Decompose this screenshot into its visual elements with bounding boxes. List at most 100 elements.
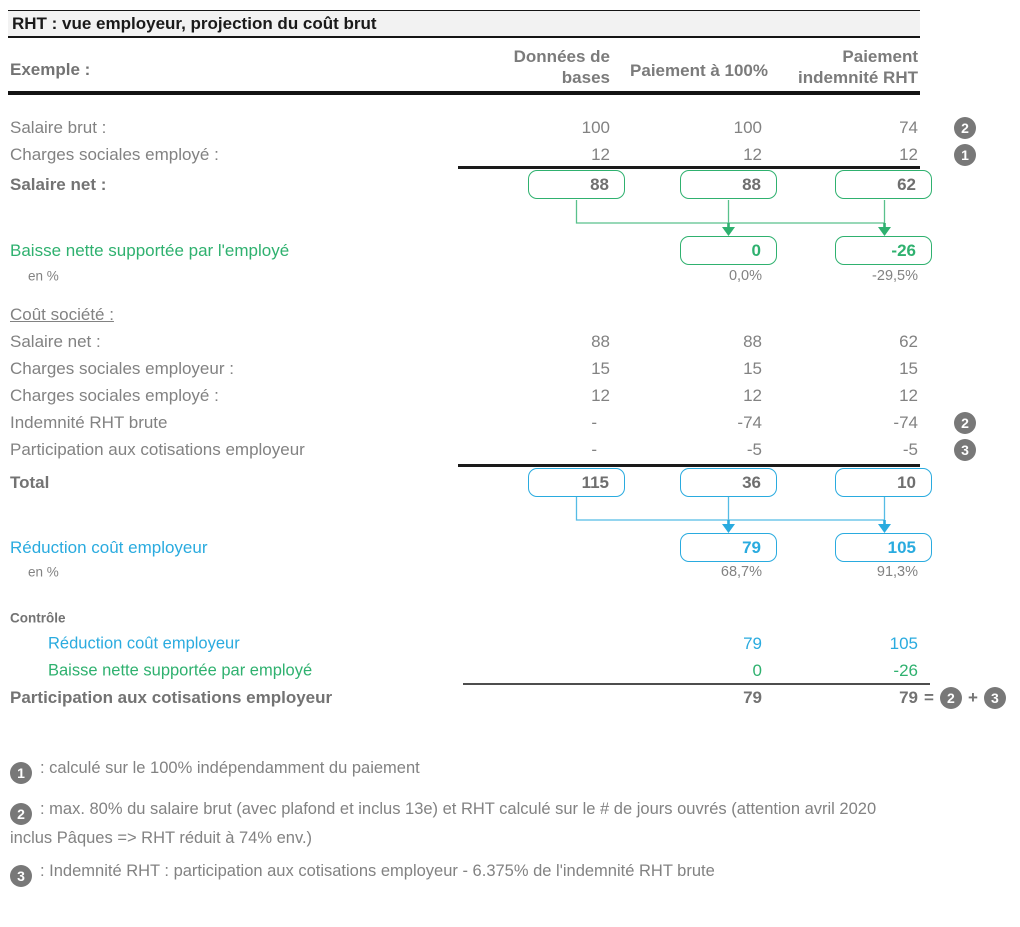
column-header-donnees-de-bases: Données de bases xyxy=(513,47,610,87)
header-example-label: Exemple : xyxy=(10,60,91,79)
sum-divider xyxy=(458,464,920,467)
cell-pct-col3: -29,5% xyxy=(872,268,918,284)
table-row-indemnite-rht-brute: Indemnité RHT brute - -74 -74 2 xyxy=(0,409,1020,436)
blue-flow-arrows-icon xyxy=(575,497,891,533)
table-row-ctrl-reduction: Réduction coût employeur 79 105 xyxy=(0,630,1020,657)
table-row-charges-employe-2: Charges sociales employé : 12 12 12 xyxy=(0,382,1020,409)
cell-indemnite-rht: -5 xyxy=(902,439,918,459)
cell-paiement-100: -74 xyxy=(737,412,762,432)
row-label: Baisse nette supportée par l'employé xyxy=(10,240,290,260)
value-box-total-col3: 10 xyxy=(835,468,932,497)
controle-sum-divider xyxy=(463,683,930,685)
table-row-participation-cotisations: Participation aux cotisations employeur … xyxy=(0,436,1020,463)
value-box-salaire-net-col3: 62 xyxy=(835,170,932,199)
section-heading-label: Coût société : xyxy=(10,304,114,324)
cell-paiement-100: 15 xyxy=(743,358,762,378)
cell-paiement-100: 12 xyxy=(743,385,762,405)
value-box-salaire-net-col1: 88 xyxy=(528,170,625,199)
value-box-total-col2: 36 xyxy=(680,468,777,497)
formula-suffix: = 2 + 3 xyxy=(924,686,1006,709)
value-box-salaire-net-col2: 88 xyxy=(680,170,777,199)
column-header-paiement-indemnite-rht: Paiement indemnité RHT xyxy=(798,47,918,87)
cell-col2: 79 xyxy=(743,687,762,707)
table-row-salaire-net: Salaire net : 88 88 62 xyxy=(0,170,1020,199)
row-label: Baisse nette supportée par employé xyxy=(48,661,313,679)
cell-donnees: 88 xyxy=(591,331,610,351)
cell-indemnite-rht: 12 xyxy=(899,385,918,405)
cell-donnees: - xyxy=(591,412,597,432)
cell-col2: 0 xyxy=(752,660,762,680)
table-row-charges-sociales-employe: Charges sociales employé : 12 12 12 1 xyxy=(0,141,1020,168)
table-row-ctrl-total: Participation aux cotisations employeur … xyxy=(0,684,1020,711)
table-row-salaire-brut: Salaire brut : 100 100 74 2 xyxy=(0,114,1020,141)
row-label: Charges sociales employé : xyxy=(10,385,219,405)
cell-donnees: 12 xyxy=(591,385,610,405)
cell-indemnite-rht: 74 xyxy=(899,117,918,137)
row-label: Salaire net : xyxy=(10,331,101,351)
cell-paiement-100: -5 xyxy=(746,439,762,459)
row-label: Réduction coût employeur xyxy=(48,634,240,652)
cell-col3: -26 xyxy=(893,660,918,680)
row-label: Participation aux cotisations employeur xyxy=(10,687,333,707)
cell-indemnite-rht: 12 xyxy=(899,144,918,164)
cell-col3: 79 xyxy=(899,687,918,707)
cell-col2: 79 xyxy=(743,633,762,653)
table-row-reduction-pct: en % 68,7% 91,3% xyxy=(0,560,1020,584)
footnote-2-badge-icon: 2 xyxy=(954,411,976,434)
table-row-baisse-pct: en % 0,0% -29,5% xyxy=(0,264,1020,288)
row-label: Total xyxy=(10,472,50,492)
footnote-1-badge-icon: 1 xyxy=(954,143,976,166)
table-row-salaire-net-2: Salaire net : 88 88 62 xyxy=(0,328,1020,355)
cell-indemnite-rht: 62 xyxy=(899,331,918,351)
footnote-text: : Indemnité RHT : participation aux coti… xyxy=(40,862,715,880)
cell-pct-col2: 68,7% xyxy=(720,564,762,580)
section-heading-label: Contrôle xyxy=(10,610,66,625)
cell-paiement-100: 100 xyxy=(733,117,762,137)
footnote-3-badge-icon: 3 xyxy=(10,865,32,887)
row-label: Participation aux cotisations employeur xyxy=(10,439,305,459)
cell-donnees: 15 xyxy=(591,358,610,378)
row-label: Charges sociales employeur : xyxy=(10,358,234,378)
plus-sign: + xyxy=(967,687,978,707)
table-row-total: Total 115 36 10 xyxy=(0,468,1020,497)
row-label: Indemnité RHT brute xyxy=(10,412,168,432)
value-box-baisse-col2: 0 xyxy=(680,236,777,265)
row-label: Charges sociales employé : xyxy=(10,144,219,164)
cell-col3: 105 xyxy=(889,633,918,653)
footnote-3-badge-icon: 3 xyxy=(983,686,1006,709)
footnote-1-badge-icon: 1 xyxy=(10,762,32,784)
cell-pct-col3: 91,3% xyxy=(876,564,918,580)
row-label: Salaire brut : xyxy=(10,117,107,137)
footnote-1: 1 : calculé sur le 100% indépendamment du… xyxy=(10,755,915,784)
value-box-baisse-col3: -26 xyxy=(835,236,932,265)
cell-donnees: 12 xyxy=(591,144,610,164)
footnote-3-badge-icon: 3 xyxy=(954,438,976,461)
cell-indemnite-rht: -74 xyxy=(893,412,918,432)
footnote-text: : calculé sur le 100% indépendamment du … xyxy=(40,759,420,777)
title-bar: RHT : vue employeur, projection du coût … xyxy=(8,10,920,38)
green-flow-arrows-icon xyxy=(575,200,891,236)
page-title: RHT : vue employeur, projection du coût … xyxy=(12,13,377,33)
row-label: en % xyxy=(28,564,59,580)
footnote-2: 2: max. 80% du salaire brut (avec plafon… xyxy=(10,796,915,852)
sum-divider xyxy=(458,166,920,169)
cell-indemnite-rht: 15 xyxy=(899,358,918,378)
cell-donnees: 100 xyxy=(581,117,610,137)
footnote-2-badge-icon: 2 xyxy=(10,803,32,825)
column-header-paiement-100: Paiement à 100% xyxy=(630,61,768,80)
footnote-2-badge-icon: 2 xyxy=(939,686,962,709)
footnote-3: 3 : Indemnité RHT : participation aux cot… xyxy=(10,858,915,887)
cell-paiement-100: 88 xyxy=(743,331,762,351)
table-row-baisse-nette: Baisse nette supportée par l'employé 0 -… xyxy=(0,236,1020,265)
footnote-2-badge-icon: 2 xyxy=(954,116,976,139)
equals-sign: = xyxy=(924,687,934,707)
value-box-total-col1: 115 xyxy=(528,468,625,497)
footnote-text: : max. 80% du salaire brut (avec plafond… xyxy=(10,800,877,847)
cell-paiement-100: 12 xyxy=(743,144,762,164)
table-row-ctrl-baisse: Baisse nette supportée par employé 0 -26 xyxy=(0,657,1020,684)
section-heading-controle: Contrôle xyxy=(0,604,1020,631)
row-label: Salaire net : xyxy=(10,174,107,194)
value-box-reduction-col2: 79 xyxy=(680,533,777,562)
header-divider xyxy=(8,91,920,95)
section-heading-cout-societe: Coût société : xyxy=(0,301,1020,328)
